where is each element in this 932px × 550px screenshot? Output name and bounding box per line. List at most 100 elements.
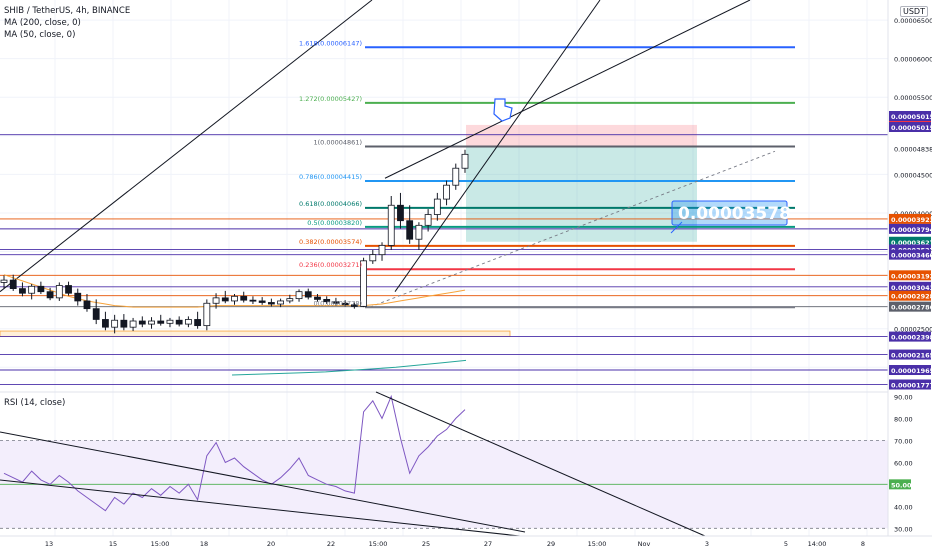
price-tag (889, 223, 931, 234)
time-tick-label: Nov (638, 540, 651, 548)
candle-body (378, 244, 386, 256)
price-tag (889, 349, 931, 360)
price-tick-label: 0.00006500 (894, 17, 932, 25)
rsi-pane (0, 391, 932, 537)
rsi-legend: RSI (14, close) (4, 398, 66, 408)
price-tag-text: 0.00003043 (891, 284, 932, 292)
trendlines (0, 0, 776, 308)
candle-body (194, 319, 202, 327)
price-tag (889, 111, 931, 121)
trendline-upper-left (0, 0, 373, 293)
currency-badge[interactable]: USDT (900, 6, 928, 17)
candle-body (452, 167, 460, 186)
candle-body (166, 319, 174, 324)
fib-level-label: 0.618(0.00004066) (299, 200, 362, 208)
price-tag-text: 0.00003923 (891, 216, 932, 224)
price-tag (889, 236, 931, 247)
time-axis: 13 15 15:00 18 20 22 15:00 25 27 29 15:00 Nov 3 5 14:0… (0, 535, 932, 550)
candle-body (295, 291, 303, 300)
candle-body (350, 304, 358, 307)
time-axis-background (0, 536, 932, 550)
candle-body (203, 302, 211, 327)
price-tag-text: 0.00003794 (891, 226, 932, 234)
candle-body (433, 198, 441, 215)
time-tick-label: 29 (547, 540, 555, 548)
rsi-tick-label: 40.00 (894, 503, 913, 511)
price-tick-label: 0.00004500 (894, 171, 932, 179)
candle-body (175, 319, 183, 325)
candle-body (341, 302, 349, 306)
rsi-line (3, 394, 466, 512)
rsi-tick-label: 70.00 (894, 437, 913, 445)
candle-body (92, 308, 100, 320)
rsi-tick-label: 90.00 (894, 393, 913, 401)
time-tick-label: 3 (705, 540, 709, 548)
candle-body (148, 320, 155, 325)
callout-box (671, 200, 788, 226)
price-tag (889, 301, 931, 312)
rsi-trendline-2 (0, 479, 521, 537)
time-tick-label: 15:00 (151, 540, 170, 548)
ma200-line (231, 359, 467, 376)
candle-body (406, 220, 414, 240)
rsi-value-tag (889, 479, 911, 490)
time-tick-label: 25 (422, 540, 430, 548)
time-tick-label: 15:00 (369, 540, 388, 548)
candle-body (184, 319, 192, 325)
symbol-title: SHIB / TetherUS, 4h, BINANCE (4, 6, 131, 16)
candle-body (157, 320, 165, 324)
time-tick-label: 27 (484, 540, 492, 548)
candle-body (0, 279, 8, 283)
candle-body (28, 285, 36, 294)
candle-body (304, 291, 312, 298)
candle-body (37, 285, 45, 293)
price-tag-text: 0.00002928 (891, 293, 932, 301)
trendline-steep (394, 0, 601, 292)
price-tick-label: 0.00006000 (894, 56, 932, 64)
price-tag-text: 0.00002398 (891, 334, 932, 342)
candle-body (314, 296, 321, 300)
fib-level-label: 0.382(0.00003574) (299, 238, 362, 246)
price-tag-text: 0.00005015 (891, 113, 932, 121)
candle-body (83, 300, 91, 310)
time-tick-label: 5 (784, 540, 788, 548)
price-tag (889, 213, 931, 224)
price-tag-text: 0.00003192 (891, 272, 932, 280)
rsi-value-text: 50.00 (891, 481, 912, 489)
candle-body (221, 297, 229, 302)
callout-pointer (670, 221, 683, 234)
trendline-dashed (369, 150, 776, 308)
candle-body (9, 279, 17, 289)
time-tick-label: 22 (327, 540, 335, 548)
price-tick-label: 0.00004838 (894, 145, 932, 153)
trendline-channel-upper (384, 0, 751, 179)
time-tick-label: 8 (861, 540, 865, 548)
fib-level-label: 1.272(0.00005427) (299, 95, 362, 103)
time-tick-label: 20 (267, 540, 275, 548)
rsi-trendline-3 (375, 391, 706, 537)
price-tag (889, 290, 931, 301)
candle-body (55, 285, 63, 299)
fib-level-label: 0.786(0.00004415) (299, 173, 362, 181)
candle-body (46, 291, 54, 299)
candle-body (397, 204, 404, 222)
candle-body (212, 297, 220, 304)
candles (0, 149, 469, 334)
candle-body (249, 299, 257, 302)
price-tag (889, 244, 931, 255)
candle-body (65, 285, 72, 294)
fib-level-label: 0.5(0.00003820) (307, 219, 362, 227)
time-tick-label: 18 (200, 540, 208, 548)
long-position-target-zone (466, 124, 697, 147)
price-tag-text: 0.00001777 (891, 382, 932, 390)
rsi-tick-label: 60.00 (894, 459, 913, 467)
price-tag-text: 0.00005015 (891, 124, 932, 132)
candle-body (129, 320, 137, 328)
price-tick-label: 0.00002500 (894, 326, 932, 334)
candle-body (267, 302, 275, 305)
candle-body (231, 295, 238, 302)
support-zone-box (0, 330, 511, 337)
rsi-tick-label: 80.00 (894, 415, 913, 423)
